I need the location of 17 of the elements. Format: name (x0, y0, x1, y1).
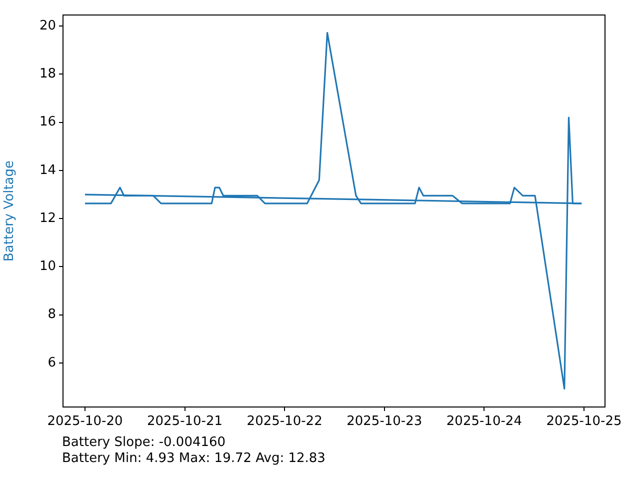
x-tick-label: 2025-10-23 (346, 414, 422, 430)
x-tick-label: 2025-10-25 (546, 414, 622, 430)
y-tick-label: 6 (48, 355, 56, 370)
y-tick-label: 10 (39, 259, 56, 274)
x-tick-label: 2025-10-20 (47, 414, 123, 430)
y-axis-title: Battery Voltage (2, 160, 18, 262)
y-tick-label: 16 (39, 114, 56, 130)
x-tick-label: 2025-10-22 (246, 414, 322, 430)
y-tick-label: 20 (39, 18, 56, 34)
y-tick-label: 12 (39, 210, 56, 226)
y-tick-label: 14 (39, 162, 56, 178)
x-tick-label: 2025-10-24 (446, 414, 522, 430)
x-tick-label: 2025-10-21 (146, 414, 223, 430)
y-tick-label: 8 (48, 307, 56, 322)
text: Battery Slope: -0.004160 (62, 435, 226, 450)
text: Battery Min: 4.93 Max: 19.72 Avg: 12.83 (62, 451, 326, 466)
y-tick-label: 18 (39, 66, 56, 82)
